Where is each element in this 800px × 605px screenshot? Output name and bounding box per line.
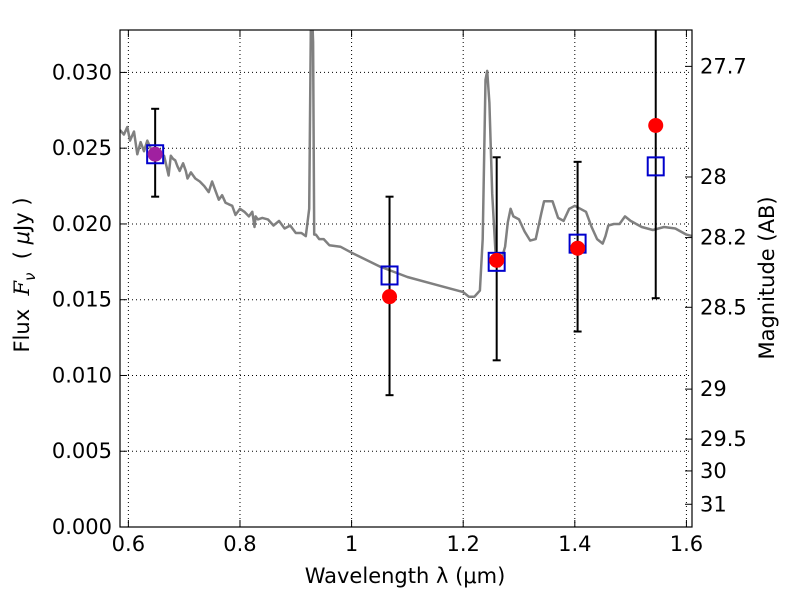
observed-photometry-point [648,117,664,133]
tick-labels: 0.6 0.8 1 1.2 1.4 1.6 0.000 0.005 0.010 0.015 0.02… [52,54,747,556]
plot-frame [119,29,693,528]
y-tick-label: 0.000 [52,515,112,539]
model-photometry-square [380,265,399,286]
y-tick-label: 0.005 [52,439,112,463]
model-spectrum-layer [120,30,692,298]
right-tick-label: 31 [700,492,727,516]
x-tick-label: 1 [345,532,358,556]
right-tick-label: 29 [700,377,727,401]
x-tick-label: 1.2 [446,532,479,556]
model-photometry-square [646,156,665,177]
observed-photometry-point [147,146,163,162]
y-tick-label: 0.010 [52,363,112,387]
right-tick-label: 30 [700,459,727,483]
observed-photometry-point [382,289,398,305]
y-axis-title-right: Magnitude (AB) [755,196,779,359]
observed-photometry-point [489,252,505,268]
observed-photometry-layer [147,117,664,305]
right-tick-label: 28.5 [700,295,747,319]
tick-marks [120,30,692,528]
right-tick-label: 29.5 [700,427,747,451]
plot-border [119,29,693,528]
y-tick-label: 0.030 [52,60,112,84]
y-tick-label: 0.025 [52,136,112,160]
model-photometry-square [146,144,165,165]
right-tick-label: 27.7 [700,54,747,78]
error-bar-layer [151,30,660,397]
model-spectrum-line [120,30,692,298]
right-tick-label: 28 [700,165,727,189]
x-tick-label: 1.4 [558,532,591,556]
y-tick-label: 0.015 [52,288,112,312]
x-axis-title: Wavelength λ (μm) [305,564,506,588]
x-tick-label: 0.8 [223,532,256,556]
y-tick-label: 0.020 [52,212,112,236]
right-tick-label: 28.2 [700,226,747,250]
x-tick-label: 1.6 [670,532,703,556]
y-axis-title-left: Flux Fν ( μJy ) [10,197,39,352]
observed-photometry-point [570,240,586,256]
grid [120,30,692,528]
x-tick-label: 0.6 [112,532,145,556]
